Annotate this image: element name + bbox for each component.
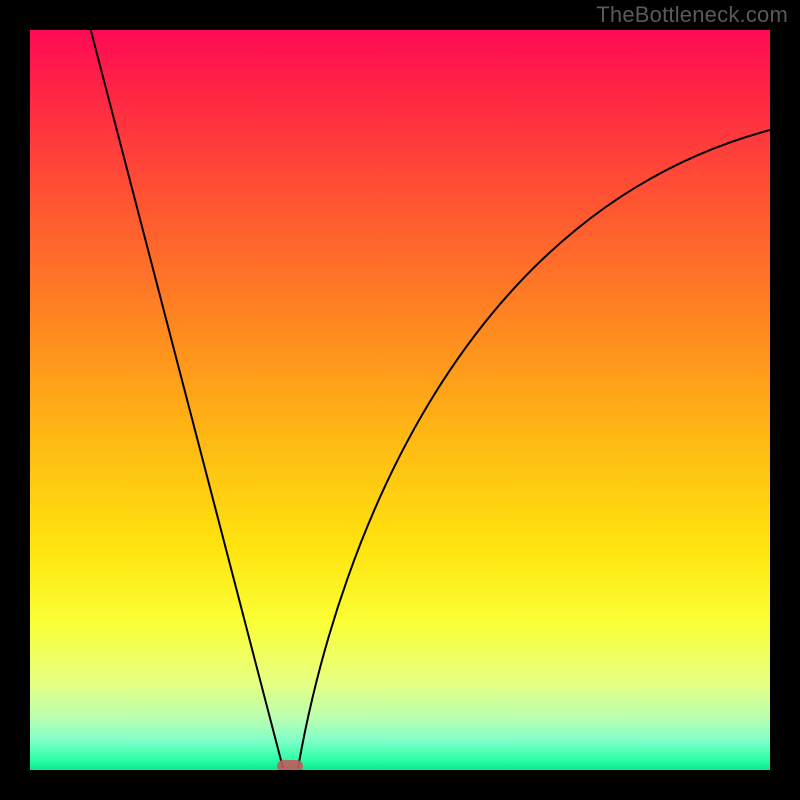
bottleneck-chart xyxy=(0,0,800,800)
watermark-text: TheBottleneck.com xyxy=(596,2,788,28)
chart-background xyxy=(30,30,770,770)
